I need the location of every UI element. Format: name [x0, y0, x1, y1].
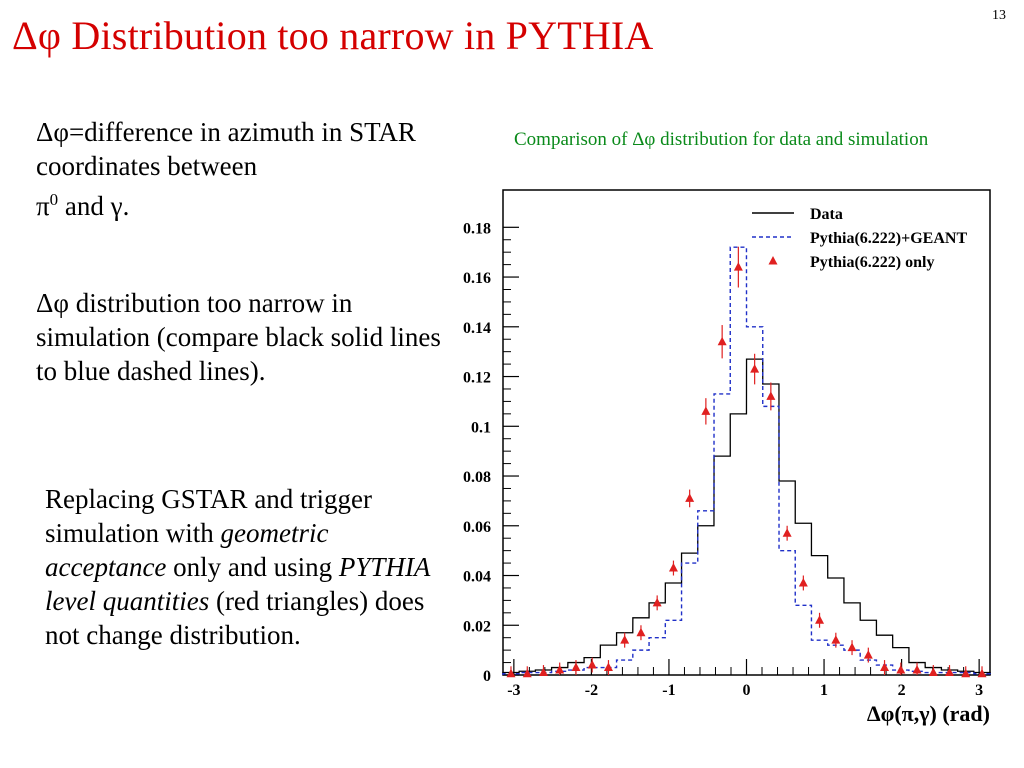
pythia-only-point: [538, 667, 548, 677]
period: .: [122, 191, 130, 221]
legend-label: Pythia(6.222)+GEANT: [810, 230, 967, 247]
legend-label: Data: [810, 206, 843, 223]
bullet-replacing: Replacing GSTAR and trigger simulation w…: [45, 482, 455, 652]
no-change-text: (red triangles) does not change distribu…: [45, 586, 425, 650]
pi-superscript: 0: [49, 190, 59, 209]
y-tick-label: 0.1: [471, 419, 491, 436]
slide-title: Δφ Distribution too narrow in PYTHIA: [12, 13, 654, 58]
y-tick-label: 0: [483, 668, 491, 685]
bullet-narrow: Δφ distribution too narrow in simulation…: [36, 288, 441, 386]
y-tick-label: 0.18: [463, 220, 491, 237]
y-tick-label: 0.16: [463, 270, 491, 287]
y-tick-label: 0.12: [463, 370, 491, 387]
slide-number: 13: [992, 8, 1006, 23]
pythia-level-text: PYTHIA level quantities: [45, 552, 430, 616]
x-tick-label: -2: [585, 682, 598, 699]
x-tick-label: 2: [898, 682, 906, 699]
y-tick-label: 0.02: [463, 618, 491, 635]
y-tick-label: 0.04: [463, 569, 491, 586]
data-histogram-line: [502, 358, 991, 675]
pythia-only-point: [717, 336, 727, 346]
pythia-only-point: [620, 635, 630, 644]
replacing-text: Replacing GSTAR and trigger simulation w…: [45, 484, 373, 548]
pythia-only-point: [928, 667, 938, 677]
pythia-only-point: [912, 665, 922, 674]
pythia-only-point: [961, 668, 971, 678]
pi-symbol: π: [36, 191, 50, 221]
pythia-only-point: [733, 262, 743, 271]
chart-caption: Comparison of Δφ distribution for data a…: [514, 129, 929, 150]
pythia-only-point: [896, 665, 906, 674]
legend-label: Pythia(6.222) only: [810, 254, 934, 271]
pythia-only-point: [815, 615, 825, 624]
pythia-only-point: [880, 662, 890, 672]
geometric-acceptance-text: geometric acceptance: [45, 518, 329, 582]
bullet-definition: Δφ=difference in azimuth in STAR coordin…: [36, 115, 436, 223]
pythia-only-point: [685, 493, 695, 502]
pythia-only-point: [701, 406, 711, 415]
pythia-only-point: [652, 597, 662, 607]
gamma-symbol: γ: [110, 191, 123, 221]
pythia-only-point: [945, 667, 955, 677]
bullet-definition-text: Δφ=difference in azimuth in STAR coordin…: [36, 117, 416, 181]
pythia-only-point: [668, 563, 678, 572]
pythia-only-point: [831, 635, 841, 644]
pythia-only-point: [766, 391, 776, 400]
pythia-only-point: [977, 668, 987, 678]
x-tick-label: -1: [662, 682, 675, 699]
pythia-geant-histogram-line: [502, 246, 991, 675]
pythia-only-point: [522, 668, 532, 678]
pythia-only-point: [603, 662, 613, 672]
only-text: only and using: [166, 552, 339, 582]
x-tick-label: 3: [975, 682, 983, 699]
pythia-only-point: [847, 642, 857, 652]
y-tick-label: 0.06: [463, 519, 491, 536]
y-tick-label: 0.08: [463, 469, 491, 486]
pythia-only-point: [555, 665, 565, 674]
pythia-only-point: [863, 650, 873, 659]
y-tick-label: 0.14: [463, 320, 491, 337]
x-tick-label: 1: [820, 682, 828, 699]
pythia-only-point: [506, 668, 516, 678]
and-text: and: [58, 191, 111, 221]
legend-pythia-only-swatch: [768, 256, 778, 265]
x-tick-label: -3: [507, 682, 520, 699]
pythia-only-point: [782, 528, 792, 537]
pythia-only-point: [571, 662, 581, 672]
pythia-only-point: [587, 660, 597, 669]
pythia-only-point: [750, 364, 760, 373]
x-axis-label: Δφ(π,γ) (rad): [867, 701, 990, 726]
pythia-only-point: [798, 577, 808, 587]
pythia-only-point: [636, 627, 646, 637]
x-tick-label: 0: [743, 682, 751, 699]
